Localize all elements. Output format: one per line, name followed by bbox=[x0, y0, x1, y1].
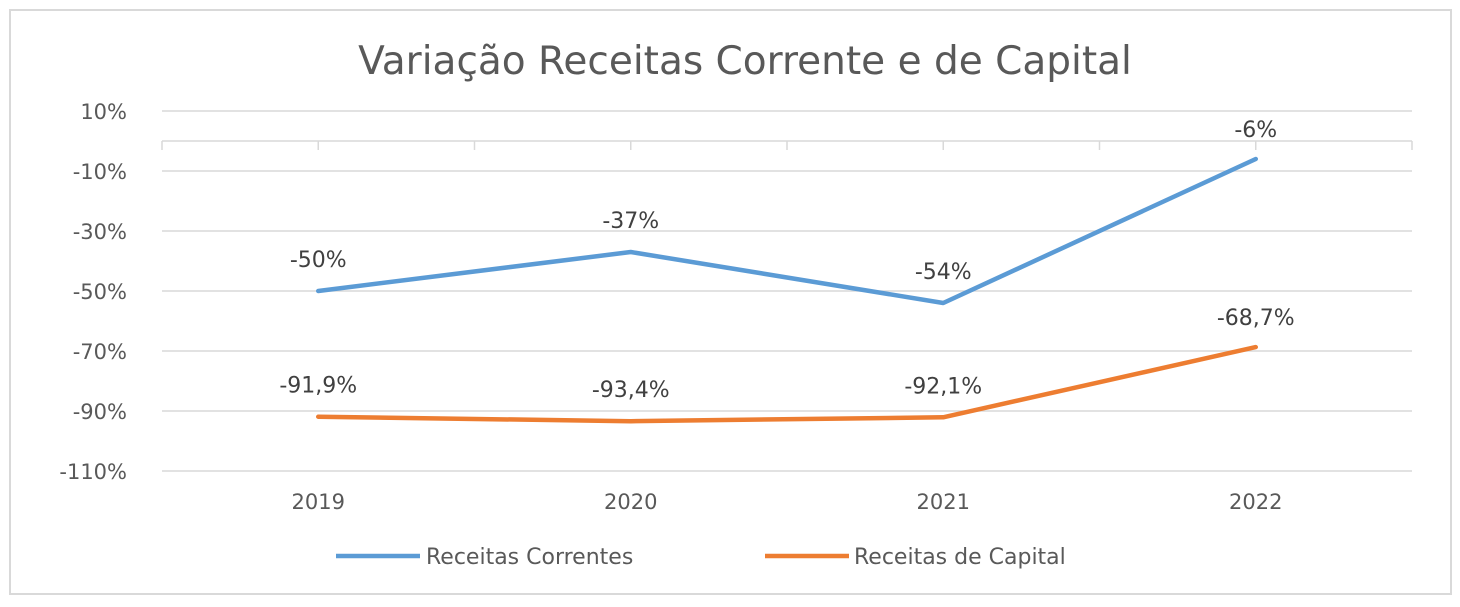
chart-title: Variação Receitas Corrente e de Capital bbox=[358, 39, 1132, 84]
data-label: -54% bbox=[915, 260, 972, 285]
series-layer bbox=[316, 156, 1258, 424]
y-tick-label: -10% bbox=[73, 160, 127, 184]
y-tick-label: -110% bbox=[59, 460, 127, 484]
data-label: -50% bbox=[290, 248, 347, 273]
x-tick-label: 2020 bbox=[604, 490, 657, 514]
y-tick-label: -50% bbox=[73, 280, 127, 304]
y-tick-label: 10% bbox=[80, 100, 127, 124]
data-label: -91,9% bbox=[279, 374, 357, 399]
y-tick-label: -30% bbox=[73, 220, 127, 244]
x-tick-label: 2022 bbox=[1229, 490, 1282, 514]
axis-layer: 10% -10% -30% -50% -70% -90% -110% 2019 2020 2021… bbox=[59, 100, 1413, 514]
data-label: -37% bbox=[602, 209, 659, 234]
legend-label: Receitas Correntes bbox=[426, 545, 633, 570]
data-label: -68,7% bbox=[1217, 306, 1295, 331]
data-label: -6% bbox=[1234, 118, 1277, 143]
data-label-layer: -50% -37% -54% -6% -91,9% -93,4% -92,1% -68,7% bbox=[279, 118, 1294, 403]
legend-label: Receitas de Capital bbox=[854, 545, 1066, 570]
series-line-receitas-correntes bbox=[316, 156, 1258, 306]
legend: Receitas Correntes Receitas de Capital bbox=[336, 545, 1066, 570]
x-tick-label: 2019 bbox=[292, 490, 345, 514]
data-label: -93,4% bbox=[592, 378, 670, 403]
data-label: -92,1% bbox=[904, 374, 982, 399]
x-tick-label: 2021 bbox=[917, 490, 970, 514]
chart-frame bbox=[9, 9, 1452, 595]
series-line-receitas-de-capital bbox=[316, 344, 1258, 424]
grid-layer bbox=[162, 110, 1412, 472]
y-tick-label: -70% bbox=[73, 340, 127, 364]
y-tick-label: -90% bbox=[73, 400, 127, 424]
